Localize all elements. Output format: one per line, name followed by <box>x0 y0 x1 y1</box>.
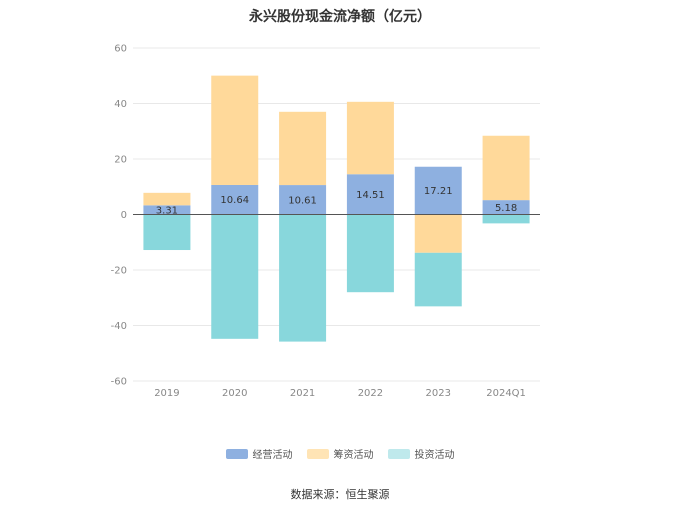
legend-label-financing: 筹资活动 <box>333 450 374 461</box>
x-axis: 2019 2020 2021 2022 2023 2024Q1 <box>154 388 526 399</box>
x-tick-label: 2024Q1 <box>486 388 526 399</box>
data-labels: 3.31 10.64 10.61 14.51 17.21 5.18 <box>156 186 517 216</box>
y-tick-label: -20 <box>111 266 127 277</box>
y-tick-label: 40 <box>114 99 127 110</box>
bar-operating <box>414 166 462 215</box>
y-tick-label: 60 <box>114 44 127 55</box>
legend-swatch-operating <box>225 448 248 459</box>
data-label: 3.31 <box>156 205 178 216</box>
bar-financing <box>211 75 259 185</box>
bar-financing <box>482 135 530 201</box>
y-tick-label: 20 <box>114 155 127 166</box>
bar-investing <box>346 214 394 293</box>
legend-swatch-financing <box>306 448 329 459</box>
data-label: 10.64 <box>220 195 249 206</box>
bar-financing <box>414 214 462 253</box>
legend-item-operating[interactable]: 经营活动 <box>225 446 293 461</box>
legend-label-investing: 投资活动 <box>414 450 455 461</box>
y-tick-label: -60 <box>111 377 127 388</box>
bar-operating <box>482 200 530 215</box>
bar-investing <box>482 214 530 224</box>
legend-item-financing[interactable]: 筹资活动 <box>306 446 374 461</box>
x-tick-label: 2021 <box>290 388 315 399</box>
legend: 经营活动 筹资活动 投资活动 <box>0 446 680 461</box>
x-tick-label: 2019 <box>154 388 179 399</box>
bar-investing <box>143 214 191 251</box>
data-label: 17.21 <box>424 186 453 197</box>
grid <box>133 47 540 382</box>
data-label: 10.61 <box>288 195 317 206</box>
bar-operating <box>346 174 394 215</box>
data-label: 14.51 <box>356 190 385 201</box>
legend-item-investing[interactable]: 投资活动 <box>387 446 455 461</box>
x-tick-label: 2023 <box>426 388 451 399</box>
bar-financing <box>279 111 327 186</box>
chart-title: 永兴股份现金流净额（亿元） <box>249 9 431 25</box>
bar-investing <box>414 252 462 307</box>
bar-investing <box>279 214 327 342</box>
bar-financing <box>143 192 191 206</box>
bar-operating <box>143 205 191 215</box>
x-tick-label: 2022 <box>358 388 383 399</box>
bar-operating <box>211 184 259 215</box>
legend-swatch-investing <box>387 448 410 459</box>
source-note: 数据来源：恒生聚源 <box>290 488 390 501</box>
legend-label-operating: 经营活动 <box>252 450 293 461</box>
bar-investing <box>211 214 259 339</box>
x-tick-label: 2020 <box>222 388 247 399</box>
bar-financing <box>346 101 394 175</box>
y-tick-label: 0 <box>121 210 127 221</box>
bars <box>143 75 530 342</box>
y-tick-label: -40 <box>111 321 127 332</box>
data-label: 5.18 <box>495 203 517 214</box>
bar-operating <box>279 185 327 215</box>
y-axis: 60 40 20 0 -20 -40 -60 <box>111 44 127 388</box>
